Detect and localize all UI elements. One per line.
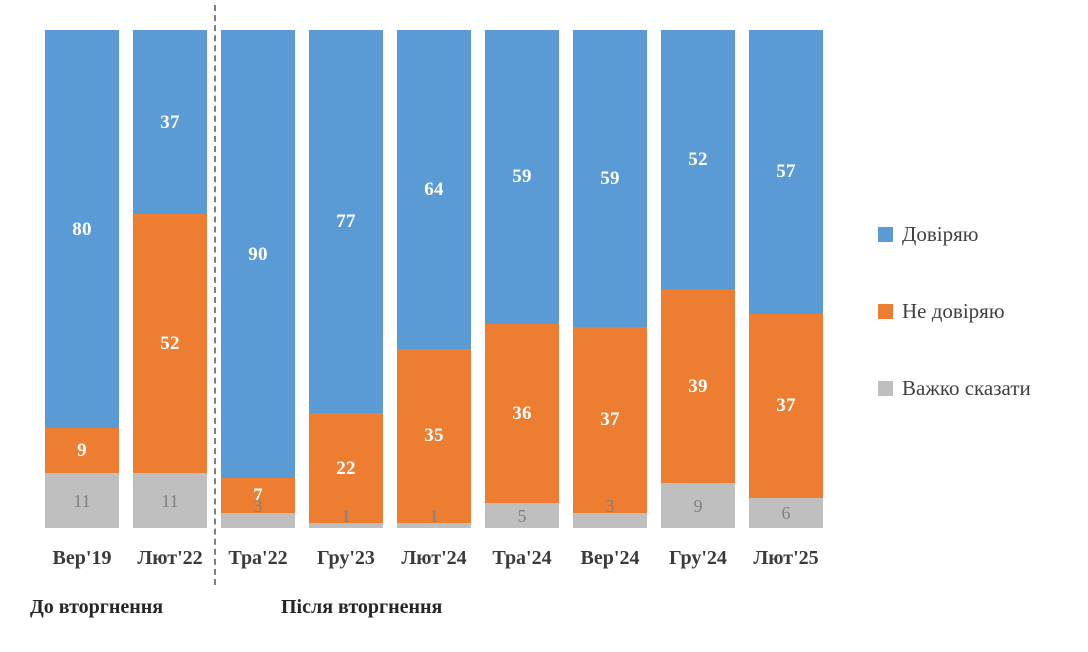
bar-segment-hard-to-say[interactable] <box>397 523 471 528</box>
legend-item[interactable]: Не довіряю <box>878 299 1088 323</box>
bar-value-label: 59 <box>512 166 532 188</box>
bar-column[interactable]: 80 9 11 <box>45 30 119 528</box>
bar-segment-distrust[interactable]: 39 <box>661 288 735 484</box>
bar-segment-trust[interactable]: 90 <box>221 30 295 479</box>
bar-value-label: 5 <box>517 505 527 526</box>
bar-value-label: 90 <box>248 243 268 265</box>
bar-segment-trust[interactable]: 77 <box>309 30 383 414</box>
bar-value-label: 37 <box>776 395 796 417</box>
period-caption-before: До вторгнення <box>30 596 164 618</box>
bar-value-label: 9 <box>693 495 703 516</box>
bar-segment-distrust[interactable]: 36 <box>485 323 559 504</box>
bar-segment-distrust[interactable]: 52 <box>133 214 207 474</box>
bar-segment-distrust[interactable]: 37 <box>749 313 823 499</box>
period-caption-after: Після вторгнення <box>281 596 443 618</box>
bar-value-label: 52 <box>160 333 180 355</box>
bar-column[interactable]: 59 36 5 <box>485 30 559 528</box>
legend-item-label: Важко сказати <box>902 375 1031 400</box>
bar-column[interactable]: 37 52 11 <box>133 30 207 528</box>
bar-segment-distrust[interactable]: 9 <box>45 428 119 474</box>
bar-segment-distrust[interactable]: 7 <box>221 478 295 514</box>
x-axis-tick-label: Лют'22 <box>137 547 203 569</box>
bar-value-label: 52 <box>688 148 708 170</box>
bar-value-label: 3 <box>253 496 263 517</box>
bar-value-label: 3 <box>605 495 615 516</box>
bar-value-label: 64 <box>424 178 444 200</box>
legend-item[interactable]: Важко сказати <box>878 376 1088 400</box>
x-axis-tick-label: Гру'23 <box>317 547 375 569</box>
plot-area: 80 9 11 Вер'19 37 52 11 Лют'22 90 7 3 Тра'22 77 22 1 Гр… <box>45 30 823 569</box>
bar-value-label: 37 <box>600 409 620 431</box>
bar-segment-distrust[interactable]: 22 <box>309 413 383 523</box>
legend-color-swatch-icon <box>878 380 893 396</box>
bar-value-label: 36 <box>512 402 532 424</box>
bar-segment-hard-to-say[interactable] <box>485 503 559 528</box>
legend-item[interactable]: Довіряю <box>878 222 1088 246</box>
bar-segment-hard-to-say[interactable] <box>45 473 119 528</box>
legend-color-swatch-icon <box>878 226 893 242</box>
bar-segment-hard-to-say[interactable] <box>133 473 207 528</box>
bar-segment-distrust[interactable]: 37 <box>573 326 647 513</box>
bar-value-label: 59 <box>600 167 620 189</box>
bar-column[interactable]: 77 22 1 <box>309 30 383 528</box>
bar-segment-trust[interactable]: 37 <box>133 30 207 215</box>
bar-value-label: 39 <box>688 375 708 397</box>
bar-segment-hard-to-say[interactable] <box>661 483 735 528</box>
bar-segment-trust[interactable]: 80 <box>45 30 119 429</box>
bar-column[interactable]: 52 39 9 <box>661 30 735 528</box>
bar-segment-trust[interactable]: 59 <box>573 30 647 327</box>
x-axis-tick-label: Гру'24 <box>669 547 727 569</box>
bar-segment-trust[interactable]: 52 <box>661 30 735 289</box>
legend-item-label: Довіряю <box>902 221 979 246</box>
bar-column[interactable]: 64 35 1 <box>397 30 471 528</box>
bar-segment-hard-to-say[interactable] <box>221 513 295 528</box>
bar-value-label: 7 <box>253 485 263 507</box>
bar-segment-hard-to-say[interactable] <box>309 523 383 528</box>
bar-segment-hard-to-say[interactable] <box>573 512 647 528</box>
x-axis-tick-label: Лют'25 <box>753 547 819 569</box>
bar-value-label: 37 <box>160 111 180 133</box>
x-axis-tick-label: Вер'24 <box>580 547 640 569</box>
bar-value-label: 1 <box>429 506 439 527</box>
x-axis-tick-label: Лют'24 <box>401 547 467 569</box>
bar-segment-hard-to-say[interactable] <box>749 498 823 528</box>
period-divider-dashed-line <box>214 5 216 585</box>
bar-segment-trust[interactable]: 57 <box>749 30 823 314</box>
bar-column[interactable]: 57 37 6 <box>749 30 823 528</box>
bar-value-label: 77 <box>336 211 356 233</box>
bar-value-label: 6 <box>781 503 791 524</box>
legend-item-label: Не довіряю <box>902 298 1005 323</box>
x-axis-tick-label: Тра'24 <box>492 547 552 569</box>
bar-segment-trust[interactable]: 59 <box>485 30 559 324</box>
bar-value-label: 80 <box>72 218 92 240</box>
bar-value-label: 11 <box>161 490 179 511</box>
bar-value-label: 35 <box>424 425 444 447</box>
bar-column[interactable]: 59 37 3 <box>573 30 647 528</box>
bar-column[interactable]: 90 7 3 <box>221 30 295 528</box>
bar-value-label: 9 <box>77 440 87 462</box>
bar-segment-trust[interactable]: 64 <box>397 30 471 349</box>
chart-legend: Довіряю Не довіряю Важко сказати <box>878 222 1088 453</box>
bar-value-label: 57 <box>776 161 796 183</box>
bar-segment-distrust[interactable]: 35 <box>397 348 471 524</box>
x-axis-tick-label: Тра'22 <box>228 547 288 569</box>
bar-value-label: 1 <box>341 506 351 527</box>
bar-value-label: 22 <box>336 457 356 479</box>
bar-value-label: 11 <box>73 490 91 511</box>
x-axis-tick-label: Вер'19 <box>52 547 112 569</box>
legend-color-swatch-icon <box>878 303 893 319</box>
